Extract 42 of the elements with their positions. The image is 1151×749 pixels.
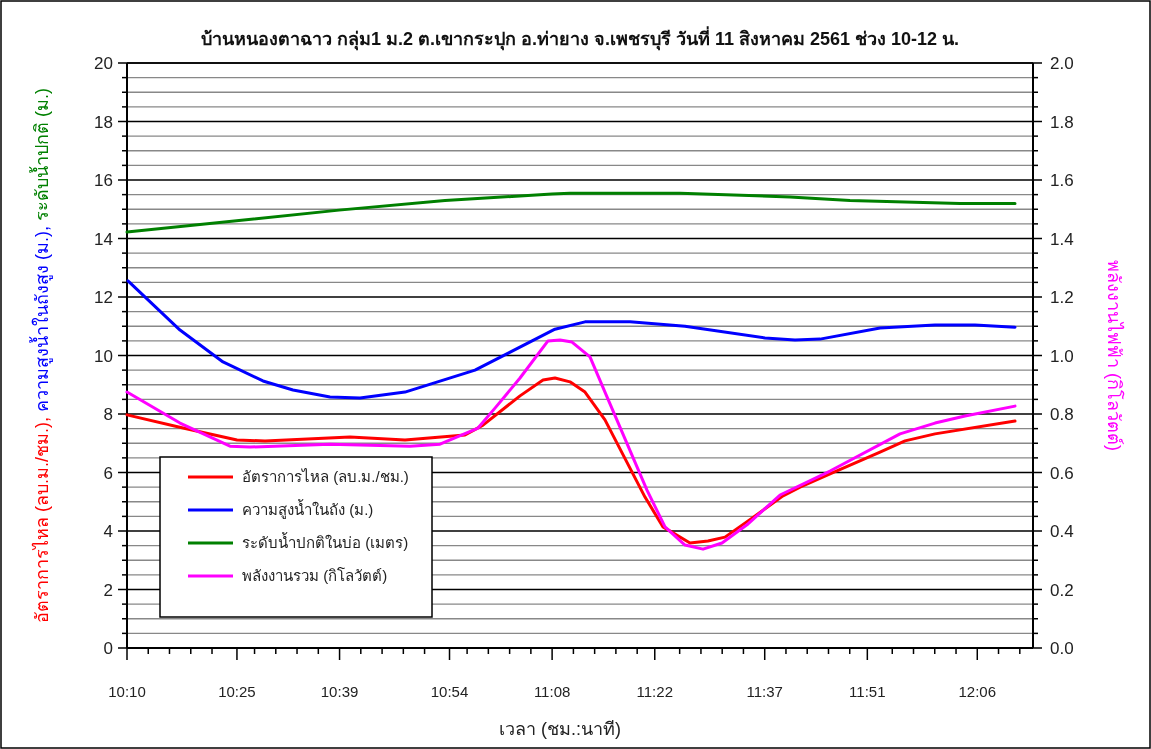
y-axis-title: อัตราการไหล (ลบ.ม./ชม.), ความสูงน้ำในถังสูง (ม.), ระดับน้ำปกติ (ม.)	[29, 88, 53, 623]
x-tick-label: 11:08	[533, 683, 571, 700]
legend-label: อัตราการไหล (ลบ.ม./ชม.)	[242, 468, 409, 485]
y2-tick-label: 1.8	[1050, 112, 1074, 132]
y2-axis-title: พลังงานไฟฟ้า (กิโลวัตต์)	[1104, 260, 1125, 451]
y-tick-label: 0	[103, 639, 113, 658]
legend-label: พลังงานรวม (กิโลวัตต์)	[242, 567, 388, 584]
line-series	[125, 191, 1017, 234]
y2-tick-label: 0.8	[1050, 405, 1074, 424]
y-tick-label: 16	[94, 171, 113, 190]
y-tick-label: 14	[94, 229, 113, 249]
y2-tick-label: 0.6	[1050, 463, 1074, 483]
y2-tick-label: 1.0	[1050, 346, 1074, 366]
y2-tick-label: 0.0	[1050, 639, 1074, 658]
y2-tick-label: 2.0	[1050, 54, 1074, 73]
y-tick-label: 10	[94, 346, 113, 366]
x-tick-label: 10:39	[320, 683, 359, 700]
y-tick-label: 2	[103, 580, 113, 600]
x-tick-label: 10:25	[218, 683, 256, 700]
y2-tick-label: 1.2	[1050, 288, 1074, 307]
y2-tick-label: 0.4	[1050, 522, 1074, 541]
y-tick-label: 20	[94, 54, 113, 73]
y-tick-label: 4	[103, 522, 113, 541]
chart-title: บ้านหนองตาฉาว กลุ่ม1 ม.2 ต.เขากระปุก อ.ท่ายาง จ.เพชรบุรี วันที่ 11 สิงหาคม 2561 ช่วง 10-12 น.	[200, 26, 960, 51]
y2-tick-label: 0.2	[1050, 580, 1074, 600]
y-tick-label: 6	[103, 463, 113, 483]
legend-label: ความสูงน้ำในถัง (ม.)	[242, 499, 374, 519]
x-tick-label: 10:54	[430, 683, 469, 700]
y2-tick-label: 1.6	[1050, 171, 1074, 190]
y-tick-label: 8	[103, 405, 113, 424]
line-series	[126, 279, 1017, 400]
x-tick-label: 10:10	[108, 683, 146, 700]
line-series	[125, 338, 1017, 551]
legend-label: ระดับน้ำปกติในบ่อ (เมตร)	[242, 532, 409, 551]
y2-tick-label: 1.4	[1050, 229, 1074, 249]
x-tick-label: 11:22	[636, 683, 673, 700]
y-tick-label: 18	[94, 112, 113, 132]
x-tick-label: 11:51	[849, 683, 886, 700]
x-axis-title: เวลา (ชม.:นาที)	[499, 719, 621, 739]
y-tick-label: 12	[94, 288, 113, 307]
x-tick-label: 12:06	[958, 683, 997, 700]
x-tick-label: 11:37	[746, 683, 783, 700]
